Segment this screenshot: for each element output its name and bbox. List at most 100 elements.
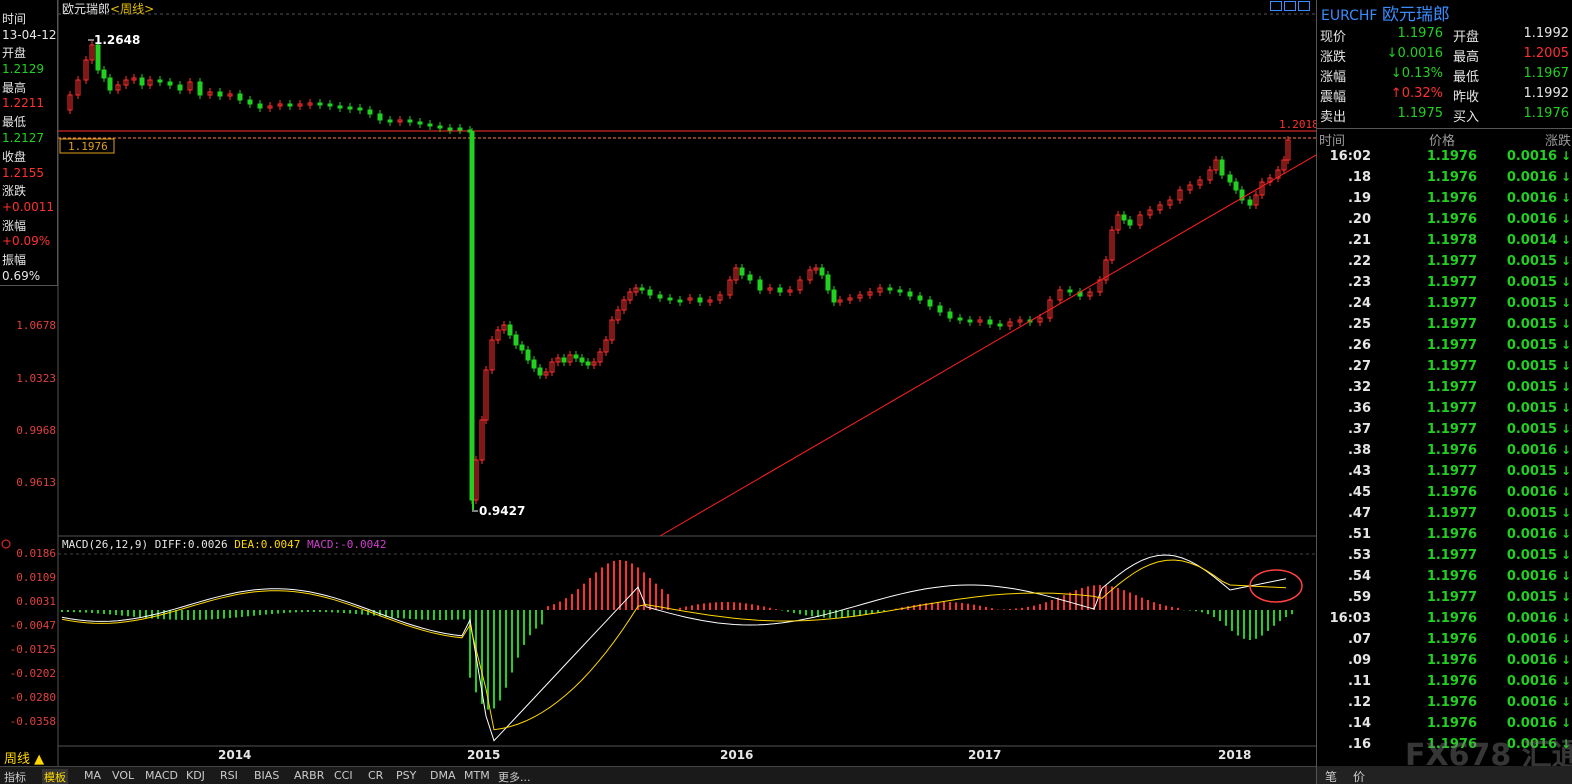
candle-body	[831, 289, 837, 303]
high-value: 1.2211	[2, 96, 44, 110]
candlestick-chart[interactable]: 1.1976 1.2018 1.2648 0.9427	[0, 0, 1316, 766]
candle-body	[437, 125, 443, 129]
candle-body	[457, 127, 463, 131]
tab-bias[interactable]: BIAS	[254, 769, 280, 782]
tick-row: .37 1.1977 0.0015 ↓	[1317, 421, 1572, 442]
current-price-tag-text: 1.1976	[68, 140, 108, 153]
candle-body	[123, 79, 129, 86]
tick-price: 1.1977	[1426, 380, 1477, 395]
candle-body	[495, 329, 501, 341]
line-price-tag-text: 1.2018	[1279, 118, 1316, 131]
candle-body	[609, 319, 615, 341]
x-tick: 2015	[467, 748, 501, 762]
tick-change: 0.0015	[1506, 254, 1557, 269]
down-arrow-icon: ↓	[1560, 338, 1571, 352]
tab-template[interactable]: 模板	[42, 769, 68, 784]
list-icon[interactable]	[1284, 1, 1296, 11]
candle-body	[377, 113, 383, 121]
down-arrow-icon: ↓	[1560, 191, 1571, 205]
window-icons[interactable]	[1270, 0, 1316, 12]
tick-price: 1.1976	[1426, 212, 1477, 227]
tick-change: 0.0016	[1506, 149, 1557, 164]
candle-body	[543, 371, 549, 376]
tick-time: .18	[1347, 170, 1371, 185]
down-arrow-icon: ↓	[1560, 611, 1571, 625]
candle-body	[417, 121, 423, 125]
tick-price: 1.1977	[1426, 275, 1477, 290]
candle-body	[1253, 194, 1259, 206]
candle-body	[1147, 209, 1153, 216]
expand-icon[interactable]	[1298, 1, 1310, 11]
down-arrow-icon: ↓	[1560, 422, 1571, 436]
tab-rsi[interactable]: RSI	[220, 769, 238, 782]
candle-body	[83, 59, 89, 81]
time-label: 时间	[2, 12, 27, 26]
candle-body	[739, 267, 745, 276]
tick-row: .25 1.1977 0.0015 ↓	[1317, 316, 1572, 337]
down-arrow-icon: ↓	[1560, 212, 1571, 226]
tab-dma[interactable]: DMA	[430, 769, 456, 782]
candle-body	[887, 287, 893, 291]
ticks-header: 时间 价格 涨跌	[1317, 128, 1572, 149]
candle-body	[157, 79, 163, 83]
quote-name: 欧元瑞郎	[1381, 5, 1450, 25]
tab-kdj[interactable]: KDJ	[186, 769, 205, 782]
tab-psy[interactable]: PSY	[396, 769, 417, 782]
down-arrow-icon: ↓	[1560, 275, 1571, 289]
tick-row: .23 1.1977 0.0015 ↓	[1317, 274, 1572, 295]
close-label: 收盘	[2, 150, 27, 164]
tick-time: .54	[1347, 569, 1371, 584]
candle-body	[1219, 159, 1225, 176]
tick-change: 0.0016	[1506, 611, 1557, 626]
tab-cr[interactable]: CR	[368, 769, 384, 782]
grid-icon[interactable]	[1270, 1, 1282, 11]
tick-price: 1.1976	[1426, 716, 1477, 731]
quote-label: 昨收	[1453, 90, 1480, 105]
highlight-circle	[1249, 569, 1303, 603]
tick-change: 0.0015	[1506, 317, 1557, 332]
macd-y-tick: -0.0125	[9, 643, 56, 656]
down-arrow-icon: ↓	[1560, 653, 1571, 667]
tick-price: 1.1976	[1426, 170, 1477, 185]
tick-row: .36 1.1977 0.0015 ↓	[1317, 400, 1572, 421]
candle-body	[727, 279, 733, 296]
tab-mtm[interactable]: MTM	[464, 769, 490, 782]
tab-more[interactable]: 更多...	[498, 771, 531, 784]
tab-cci[interactable]: CCI	[334, 769, 353, 782]
tick-time: .45	[1347, 485, 1371, 500]
tick-change: 0.0016	[1506, 191, 1557, 206]
period-selector[interactable]: 周线 ▲	[4, 752, 45, 767]
candle-body	[337, 105, 343, 109]
close-value: 1.2155	[2, 166, 44, 180]
tick-time: .27	[1347, 359, 1371, 374]
tab-macd[interactable]: MACD	[145, 769, 178, 782]
candle-body	[857, 294, 863, 299]
tick-row: .47 1.1977 0.0015 ↓	[1317, 505, 1572, 526]
quote-row: 震幅 ↑0.32% 昨收 1.1992	[1317, 84, 1572, 105]
quote-value: 1.1976	[1397, 26, 1444, 41]
chart-title: 欧元瑞郎<周线>	[62, 0, 154, 17]
candle-body	[1103, 259, 1109, 281]
tick-change: 0.0015	[1506, 548, 1557, 563]
footer-price-tab[interactable]: 价	[1353, 770, 1366, 784]
tick-price: 1.1976	[1426, 737, 1477, 752]
tick-row: 16:03 1.1976 0.0016 ↓	[1317, 610, 1572, 631]
tab-vol[interactable]: VOL	[112, 769, 135, 782]
indicator-tabs: 指标 模板 MA VOL MACD KDJ RSI BIAS ARBR CCI …	[0, 766, 1316, 784]
footer-trades-tab[interactable]: 笔	[1325, 770, 1338, 784]
tab-ma[interactable]: MA	[84, 769, 102, 782]
macd-y-tick: -0.0047	[9, 619, 56, 632]
quote-label: 最低	[1453, 70, 1480, 85]
candle-body	[407, 119, 413, 123]
tick-row: .26 1.1977 0.0015 ↓	[1317, 337, 1572, 358]
tick-time: .07	[1347, 632, 1371, 647]
candle-body	[813, 267, 819, 271]
down-arrow-icon: ↓	[1560, 506, 1571, 520]
tab-indicators[interactable]: 指标	[4, 771, 26, 784]
y-tick: 1.0678	[16, 319, 56, 332]
tab-arbr[interactable]: ARBR	[294, 769, 325, 782]
candle-body	[1017, 319, 1023, 323]
tick-change: 0.0015	[1506, 590, 1557, 605]
tick-change: 0.0015	[1506, 422, 1557, 437]
quote-value: ↓0.0016	[1386, 46, 1443, 61]
